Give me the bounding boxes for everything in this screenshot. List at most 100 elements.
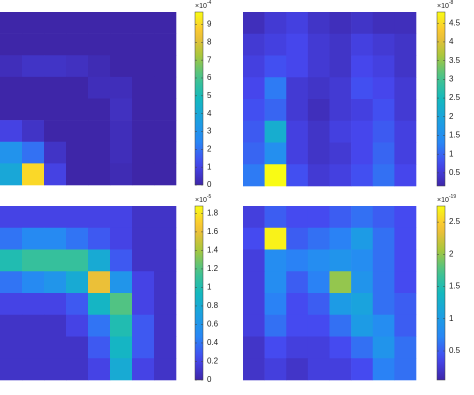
heatmap-cell [351, 77, 374, 100]
heatmap-cell [110, 314, 133, 337]
heatmap-cell [372, 336, 395, 359]
heatmap-cell [307, 249, 330, 272]
heatmap-cell [66, 33, 89, 56]
heatmap-cell [286, 142, 309, 165]
heatmap-cell [329, 271, 352, 294]
heatmap-cell [22, 271, 45, 294]
heatmap-cell [44, 76, 67, 99]
heatmap-cell [110, 293, 133, 316]
heatmap-cell [88, 120, 111, 143]
heatmap-cell [88, 55, 111, 78]
heatmap-cell [132, 33, 155, 56]
heatmap-cell [307, 120, 330, 143]
heatmap-cell [132, 249, 155, 272]
heatmap-cell [329, 293, 352, 316]
heatmap-cell [66, 163, 89, 186]
heatmap-cell [44, 206, 67, 229]
heatmap-cell [286, 33, 309, 56]
heatmap-cell [88, 141, 111, 164]
heatmap-cell [394, 358, 417, 381]
heatmap-cell [88, 336, 111, 359]
heatmap-cell [243, 336, 265, 359]
heatmap-cell [66, 55, 89, 78]
colorbar-tick-label: 0.2 [207, 357, 219, 366]
heatmap-cell [110, 55, 133, 78]
heatmap-cell [264, 271, 287, 294]
heatmap-cell [88, 76, 111, 99]
heatmap-cell [329, 33, 352, 56]
heatmap-cell [351, 271, 374, 294]
colorbar-tick-label: 0.5 [449, 168, 461, 177]
heatmap-cell [243, 77, 265, 100]
heatmap-cell [286, 206, 309, 229]
heatmap-cell [372, 33, 395, 56]
heatmap-cell [44, 33, 67, 56]
heatmap-cell [0, 293, 23, 316]
heatmap-cell [88, 293, 111, 316]
heatmap-cell [110, 206, 133, 229]
heatmap-cell [132, 163, 155, 186]
heatmap-cell [307, 227, 330, 250]
heatmap-cell [264, 227, 287, 250]
heatmap-cell [66, 76, 89, 99]
heatmap-cell [243, 293, 265, 316]
heatmap-cell [351, 164, 374, 187]
heatmap-cell [0, 163, 23, 186]
heatmap-cell [243, 120, 265, 143]
heatmap-cell [351, 336, 374, 359]
heatmap-cell [0, 33, 23, 56]
heatmap-cell [132, 120, 155, 143]
colorbar-tick-label: 0 [207, 180, 212, 189]
colorbar-tick-label: 3.5 [449, 56, 461, 65]
heatmap-cell [264, 336, 287, 359]
heatmap-cell [329, 314, 352, 337]
heatmap-cell [110, 163, 133, 186]
heatmap-cell [351, 142, 374, 165]
heatmap-cell [329, 358, 352, 381]
heatmap-cell [110, 358, 133, 381]
heatmap-cell [307, 164, 330, 187]
colorbar-exponent: ×10-4 [195, 0, 212, 10]
heatmap-cell [44, 249, 67, 272]
colorbar-tick-label: 9 [207, 20, 212, 29]
heatmap-cell [132, 12, 155, 34]
heatmap-cell [307, 314, 330, 337]
heatmap-cell [44, 12, 67, 34]
heatmap-cell [394, 336, 417, 359]
heatmap-cell [286, 293, 309, 316]
heatmap-cell [154, 76, 177, 99]
heatmap-cell [0, 358, 23, 381]
exponent-power: -4 [207, 0, 212, 6]
heatmap-cell [372, 271, 395, 294]
heatmap-cell [22, 163, 45, 186]
colorbar-tick-label: 4.5 [449, 18, 461, 27]
heatmap-cell [66, 120, 89, 143]
heatmap-cell [22, 12, 45, 34]
heatmap-cell [66, 336, 89, 359]
heatmap-cell [307, 271, 330, 294]
colorbar-tick-label: 2 [449, 249, 454, 258]
heatmap-cell [286, 77, 309, 100]
colorbar-tick-label: 1 [449, 314, 454, 323]
colorbar-tick-label: 1.6 [207, 227, 219, 236]
heatmap-cell [372, 142, 395, 165]
colorbar-tick-label: 8 [207, 37, 212, 46]
heatmap-cell [394, 12, 417, 35]
colorbar-exponent: ×10-5 [195, 194, 212, 204]
heatmap-cell [351, 293, 374, 316]
heatmap-cell [329, 99, 352, 122]
heatmap-cell [243, 271, 265, 294]
heatmap-cell [88, 227, 111, 250]
heatmap-cell [154, 336, 177, 359]
heatmap-cell [0, 206, 23, 229]
heatmap-cell [44, 55, 67, 78]
exponent-power: -19 [449, 194, 456, 200]
heatmap-cell [394, 120, 417, 143]
heatmap-cell [351, 33, 374, 56]
heatmap-cell [66, 314, 89, 337]
heatmap-cell [329, 120, 352, 143]
heatmap-cell [329, 142, 352, 165]
heatmap-cell [264, 33, 287, 56]
colorbar-tick-label: 0.6 [207, 320, 219, 329]
heatmap-cell [243, 206, 265, 229]
